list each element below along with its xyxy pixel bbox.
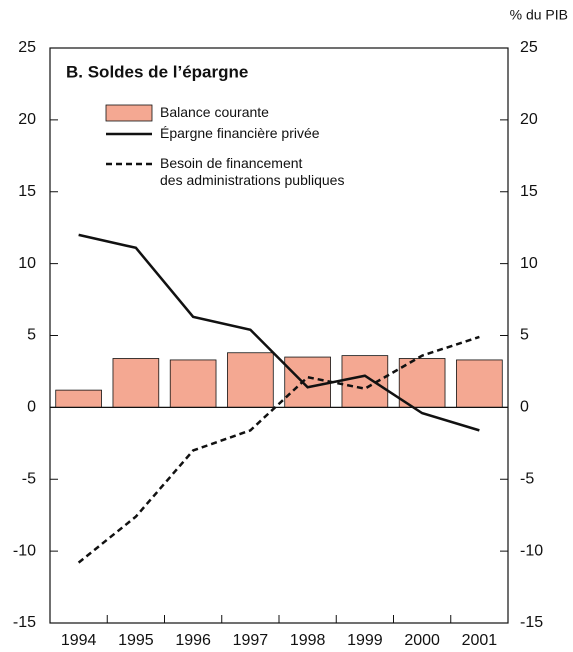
y2-tick-label: 20 <box>520 111 538 128</box>
bar <box>112 358 160 408</box>
x-tick-label: 1994 <box>61 632 97 649</box>
bar <box>55 389 102 408</box>
bar <box>227 352 274 408</box>
x-tick-label: 2001 <box>462 632 498 649</box>
y-tick-label: -10 <box>13 542 36 559</box>
legend-label: Balance courante <box>160 104 269 120</box>
y2-tick-label: -10 <box>520 542 543 559</box>
y2-tick-label: -5 <box>520 470 534 487</box>
x-tick-label: 1998 <box>290 632 326 649</box>
y2-tick-label: 15 <box>520 183 538 200</box>
y-tick-label: -5 <box>22 470 36 487</box>
x-tick-label: 1995 <box>118 632 154 649</box>
y2-tick-label: 5 <box>520 327 529 344</box>
x-tick-label: 1999 <box>347 632 383 649</box>
x-tick-label: 2000 <box>404 632 440 649</box>
y2-tick-label: 25 <box>520 39 538 56</box>
y2-axis-label: % du PIB <box>510 7 568 23</box>
y-tick-label: 10 <box>18 255 36 272</box>
y2-tick-label: 0 <box>520 399 529 416</box>
bar <box>284 356 331 408</box>
y2-tick-label: 10 <box>520 255 538 272</box>
y-tick-label: 20 <box>18 111 36 128</box>
line-series <box>77 335 480 564</box>
legend-label: Épargne financière privée <box>160 125 320 141</box>
x-tick-label: 1996 <box>175 632 211 649</box>
bar <box>341 355 389 408</box>
y-tick-label: -15 <box>13 614 36 631</box>
bar <box>456 359 503 408</box>
y-tick-label: 5 <box>27 327 36 344</box>
y-tick-label: 25 <box>18 39 36 56</box>
legend-swatch <box>105 104 153 122</box>
line-series <box>78 233 480 432</box>
chart-title: B. Soldes de l’épargne <box>66 62 248 81</box>
bar <box>169 359 217 408</box>
y2-tick-label: -15 <box>520 614 543 631</box>
y-tick-label: 15 <box>18 183 36 200</box>
y-tick-label: 0 <box>27 399 36 416</box>
x-tick-label: 1997 <box>233 632 269 649</box>
legend-label: Besoin de financement des administration… <box>160 155 345 188</box>
